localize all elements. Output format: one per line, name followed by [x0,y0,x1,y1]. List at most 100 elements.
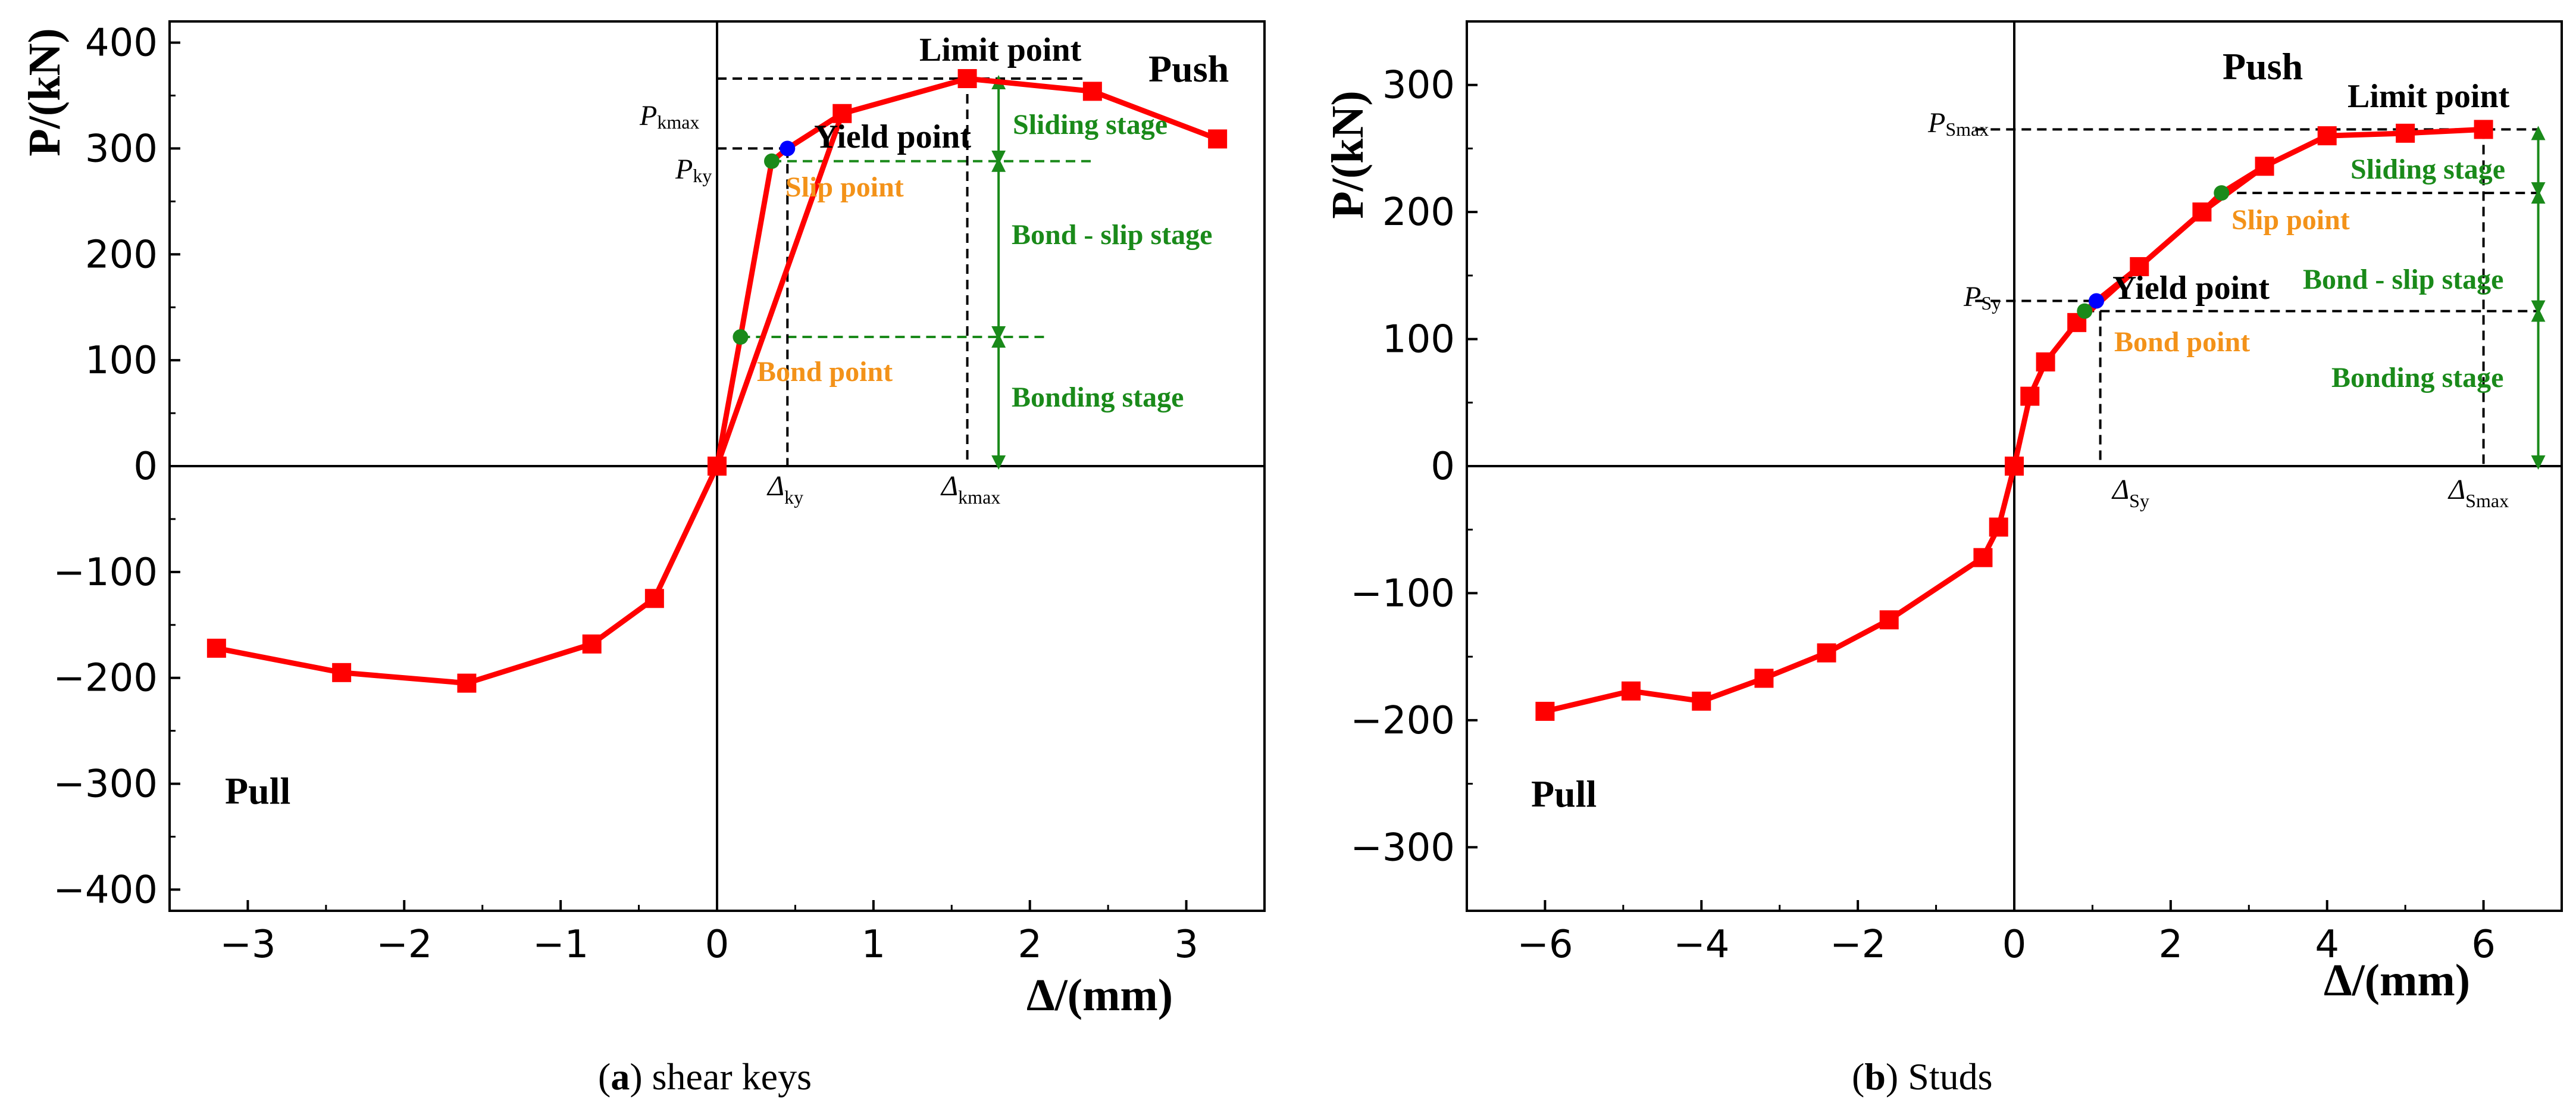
data-marker [1973,548,1993,567]
series-line [215,76,1219,686]
y-tick-label: 100 [1382,318,1455,362]
x-tick-label: 4 [2315,923,2339,967]
chart-panel-a: −3 −2 −1 0 1 2 3−400−300−200−1000100200300400 … [20,20,1266,1098]
x-tick-label: 0 [705,923,730,967]
x-tick-label: 3 [1174,923,1198,967]
delta-max-symbol: ΔSmax [2447,474,2509,511]
data-marker [1208,129,1228,149]
p-yield-symbol: Pky [675,154,712,186]
guide-lines [717,75,1093,470]
caption-b: (b) Studs [1852,1055,1993,1098]
caption-a: (a) shear keys [598,1055,812,1098]
data-series [206,69,1228,693]
y-tick-label: 400 [85,21,158,65]
key-point-marker [2089,293,2104,309]
data-marker [206,638,226,658]
pull-label: Pull [1531,773,1597,815]
pull-label: Pull [225,770,290,812]
p-max-symbol: Pkmax [639,100,699,133]
y-axis-label: P/(kN) [1323,90,1373,218]
y-tick-label: −300 [53,763,158,807]
y-tick-label: −200 [1350,699,1455,743]
data-marker [2020,386,2040,406]
bonding-stage-label: Bonding stage [2331,362,2503,393]
data-marker [1535,701,1555,721]
x-tick-label: 6 [2471,923,2496,967]
key-point-marker [2077,303,2093,319]
delta-yield-symbol: Δky [766,470,803,508]
bond-point-label: Bond point [757,356,893,388]
bond-slip-stage-label: Bond - slip stage [2303,264,2503,295]
slip-point-label: Slip point [785,171,904,203]
data-marker [332,663,352,682]
sliding-stage-label: Sliding stage [1013,109,1168,140]
key-point-marker [764,153,780,169]
y-tick-label: −400 [53,868,158,912]
limit-point-label: Limit point [919,32,1082,68]
x-tick-label: −1 [533,923,589,967]
y-tick-label: 0 [133,445,158,489]
push-label: Push [1148,48,1229,90]
x-tick-label: −2 [376,923,432,967]
x-axis-label: Δ/(mm) [2324,955,2470,1005]
y-tick-label: 200 [1382,190,1455,235]
x-tick-label: −2 [1830,923,1886,967]
key-point-marker [733,329,749,345]
yield-point-label: Yield point [814,118,971,155]
x-tick-label: −6 [1517,923,1573,967]
x-axis-label: Δ/(mm) [1026,970,1173,1020]
y-tick-label: −300 [1350,826,1455,870]
delta-yield-symbol: ΔSy [2111,474,2149,511]
key-point-marker [2214,185,2230,201]
bond-point-label: Bond point [2114,326,2250,358]
x-tick-label: 2 [2158,923,2183,967]
y-tick-label: −100 [53,551,158,595]
axis-ticks: −6 −4 −2 0 2 4 6 −300 −200 −100 0 100 200 300 [1350,20,2563,967]
data-marker [457,673,477,693]
data-marker [2317,126,2337,146]
sliding-stage-label: Sliding stage [2350,154,2505,185]
data-marker [2036,352,2055,371]
data-marker [2005,457,2024,476]
push-label: Push [2223,45,2303,88]
bonding-stage-label: Bonding stage [1012,382,1184,413]
key-point-marker [780,140,796,157]
y-tick-label: 0 [1431,445,1455,489]
key-points [2077,185,2230,319]
data-marker [957,69,977,89]
bond-slip-stage-label: Bond - slip stage [1012,219,1212,251]
data-marker [1082,82,1102,101]
y-tick-label: 300 [85,127,158,171]
yield-point-label: Yield point [2112,270,2270,307]
limit-point-label: Limit point [2347,78,2510,115]
y-tick-label: 200 [85,233,158,277]
y-tick-label: −100 [1350,571,1455,616]
y-tick-label: −200 [53,657,158,701]
data-marker [1879,610,1899,630]
y-tick-label: 300 [1382,64,1455,108]
data-marker [1622,681,1641,701]
data-marker [1692,691,1711,711]
data-marker [644,589,664,608]
key-points [733,140,796,345]
x-tick-label: 0 [2002,923,2027,967]
x-tick-label: 2 [1018,923,1042,967]
slip-point-label: Slip point [2231,204,2350,236]
data-marker [2474,120,2493,139]
delta-max-symbol: Δkmax [940,470,1000,508]
x-tick-label: 1 [861,923,885,967]
x-tick-label: −4 [1673,923,1729,967]
x-tick-label: −3 [220,923,276,967]
p-max-symbol: PSmax [1927,107,1989,140]
data-marker [1754,669,1774,688]
data-marker [2396,123,2415,143]
data-marker [1817,643,1836,663]
axis-ticks: −3 −2 −1 0 1 2 3 −400 −300 −200 −100 0 100 200 300 400 [53,21,1266,967]
p-yield-symbol: PSy [1963,281,2001,314]
series-line [1544,126,2484,714]
y-tick-label: 100 [85,339,158,383]
data-marker [1989,517,2008,537]
y-axis-label: P/(kN) [20,28,70,156]
